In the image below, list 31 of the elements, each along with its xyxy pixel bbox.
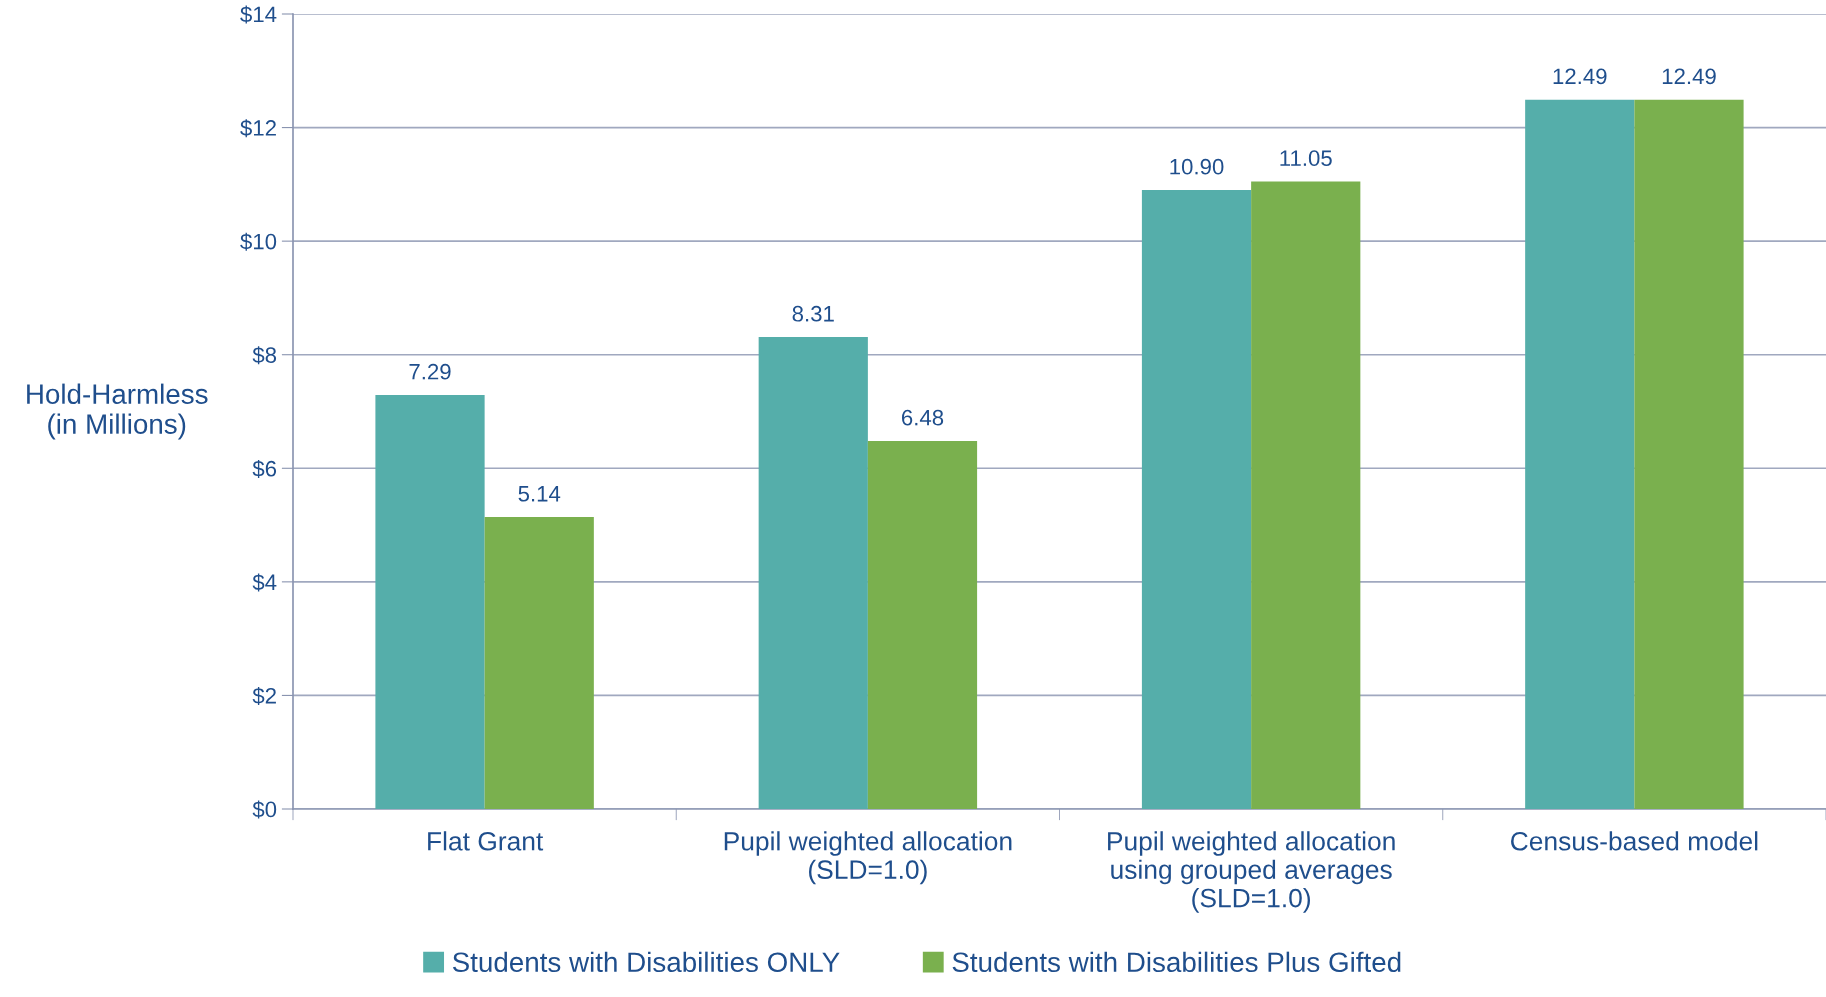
legend-label: Students with Disabilities Plus Gifted <box>952 951 1401 973</box>
y-tick-label: $2 <box>252 687 276 706</box>
bar <box>484 517 594 809</box>
x-tick-label: Flat Grant <box>428 831 544 851</box>
y-tick-label: $4 <box>252 573 277 592</box>
data-label: 11.05 <box>1280 150 1332 167</box>
y-tick-label: $10 <box>240 232 277 251</box>
y-tick-label: $8 <box>252 346 277 365</box>
y-tick-label: $6 <box>252 459 277 478</box>
data-label: 12.49 <box>1662 68 1716 85</box>
bar <box>1525 99 1635 809</box>
data-label: 6.48 <box>901 409 944 426</box>
y-tick-label: $12 <box>240 119 276 138</box>
x-tick-label: Pupil weighted allocation (SLD=1.0) <box>724 831 1012 885</box>
data-label: 5.14 <box>518 486 561 502</box>
y-tick-label: $0 <box>252 800 277 819</box>
x-tick-label: Census-based model <box>1511 831 1758 851</box>
legend-label: Students with Disabilities ONLY <box>452 951 840 973</box>
data-label: 10.90 <box>1170 158 1224 175</box>
data-label: 12.49 <box>1553 68 1607 85</box>
data-label: 7.29 <box>409 363 451 380</box>
bar <box>758 337 868 809</box>
bar <box>375 395 485 809</box>
bar <box>1634 99 1744 809</box>
bar <box>867 441 978 809</box>
bar <box>1141 190 1252 809</box>
data-label: 8.31 <box>792 305 834 322</box>
x-tick-label: Pupil weighted allocation using grouped averages (SLD=1.0) <box>1108 831 1395 913</box>
bar <box>1251 181 1361 809</box>
y-axis-title: Hold-Harmless (in Millions) <box>27 383 208 440</box>
y-tick-label: $14 <box>240 5 277 24</box>
